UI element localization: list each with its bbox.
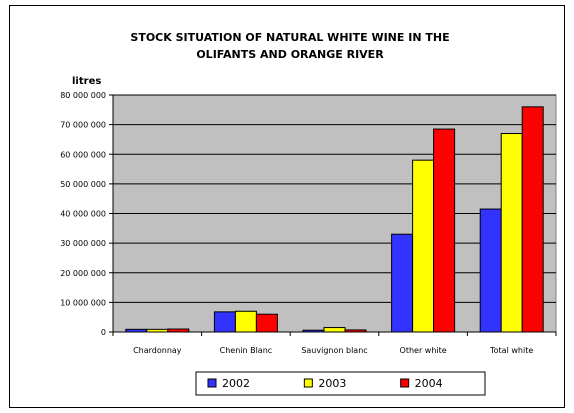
bar-2003-chenin-blanc — [234, 310, 257, 333]
y-axis-unit-label: litres — [72, 76, 101, 87]
legend-swatch-2004 — [400, 378, 410, 388]
x-tick-label: Chenin Blanc — [220, 346, 273, 355]
x-tick-label: Other white — [400, 346, 447, 355]
bar-2002-total-white — [479, 208, 502, 333]
bar-2004-other-white — [433, 128, 456, 333]
legend-label-2004: 2004 — [415, 377, 443, 390]
y-tick-label: 70 000 000 — [60, 121, 106, 130]
y-tick-label: 60 000 000 — [60, 150, 106, 159]
y-tick-label: 20 000 000 — [60, 269, 106, 278]
bar-2003-total-white — [500, 133, 523, 333]
bar-2002-chenin-blanc — [213, 311, 236, 333]
x-tick-label: Sauvignon blanc — [301, 346, 367, 355]
chart-title-line-2: OLIFANTS AND ORANGE RIVER — [196, 48, 384, 61]
bar-2004-chenin-blanc — [255, 313, 278, 333]
y-tick-label: 0 — [101, 328, 106, 337]
y-tick-label: 40 000 000 — [60, 210, 106, 219]
legend-label-2003: 2003 — [318, 377, 346, 390]
bar-2004-total-white — [521, 106, 544, 333]
y-tick-label: 50 000 000 — [60, 180, 106, 189]
legend-swatch-2003 — [303, 378, 313, 388]
bar-2002-other-white — [391, 233, 414, 333]
y-tick-label: 10 000 000 — [60, 298, 106, 307]
y-tick-label: 30 000 000 — [60, 239, 106, 248]
legend-label-2002: 2002 — [222, 377, 250, 390]
y-tick-label: 80 000 000 — [60, 91, 106, 100]
bar-2003-other-white — [412, 159, 435, 333]
legend-box — [195, 371, 486, 396]
bar-2003-sauvignon-blanc — [323, 327, 346, 333]
legend-swatch-2002 — [207, 378, 217, 388]
plot-area: 0 10 000 000 20 000 000 30 000 000 40 000 00… — [60, 91, 557, 355]
legend: 2002 2003 2004 — [195, 371, 486, 396]
x-tick-label: Chardonnay — [133, 346, 182, 355]
x-tick-label: Total white — [489, 346, 533, 355]
chart-title-line-1: STOCK SITUATION OF NATURAL WHITE WINE IN… — [130, 31, 449, 44]
